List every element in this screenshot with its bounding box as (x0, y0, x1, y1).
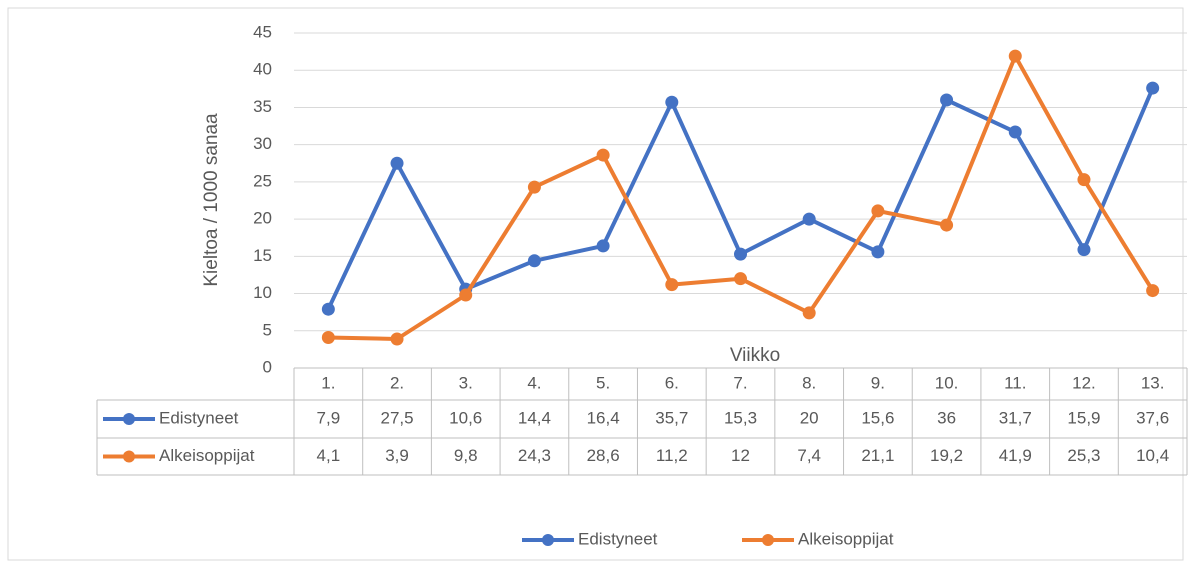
x-tick-label: 5. (596, 373, 610, 392)
table-cell: 37,6 (1136, 408, 1169, 427)
data-point (1008, 49, 1022, 63)
x-tick-label: 13. (1141, 373, 1165, 392)
x-tick-label: 9. (871, 373, 885, 392)
data-point (1077, 173, 1091, 187)
table-cell: 9,8 (454, 446, 478, 465)
data-point (1146, 81, 1160, 95)
table-cell: 10,4 (1136, 446, 1169, 465)
table-cell: 4,1 (317, 446, 341, 465)
table-legend-marker (123, 413, 135, 425)
x-tick-label: 10. (935, 373, 959, 392)
table-cell: 7,4 (797, 446, 821, 465)
data-point (596, 239, 610, 253)
table-cell: 10,6 (449, 408, 482, 427)
table-cell: 24,3 (518, 446, 551, 465)
data-point (321, 330, 335, 344)
table-cell: 7,9 (317, 408, 341, 427)
data-point (1008, 125, 1022, 139)
table-cell: 3,9 (385, 446, 409, 465)
table-cell: 14,4 (518, 408, 551, 427)
chart-border (7, 7, 1184, 561)
data-point (321, 302, 335, 316)
table-cell: 16,4 (587, 408, 620, 427)
y-tick-label: 30 (253, 134, 272, 153)
table-cell: 41,9 (999, 446, 1032, 465)
data-point (940, 218, 954, 232)
data-point (390, 332, 404, 346)
table-cell: 35,7 (655, 408, 688, 427)
table-cell: 11,2 (656, 446, 688, 465)
table-cell: 15,3 (724, 408, 757, 427)
data-point (527, 254, 541, 268)
y-tick-label: 45 (253, 22, 272, 41)
legend-label: Alkeisoppijat (798, 529, 894, 548)
table-legend-label: Alkeisoppijat (159, 446, 255, 465)
x-tick-label: 1. (321, 373, 335, 392)
table-cell: 25,3 (1067, 446, 1100, 465)
data-point (665, 278, 679, 292)
table-cell: 12 (731, 446, 750, 465)
data-point (871, 204, 885, 218)
table-cell: 21,1 (861, 446, 894, 465)
data-point (940, 93, 954, 107)
table-cell: 19,2 (930, 446, 963, 465)
data-point (390, 156, 404, 170)
legend-label: Edistyneet (578, 529, 658, 548)
y-tick-label: 0 (263, 357, 272, 376)
table-cell: 27,5 (380, 408, 413, 427)
x-tick-label: 7. (733, 373, 747, 392)
data-point (459, 288, 473, 302)
data-point (734, 247, 747, 261)
x-tick-label: 3. (459, 373, 473, 392)
y-axis-label: Kieltoa / 1000 sanaa (201, 113, 222, 287)
table-legend-marker (123, 450, 135, 463)
table-cell: 36 (937, 408, 956, 427)
data-point (802, 306, 816, 320)
y-tick-label: 20 (253, 209, 272, 228)
data-point (665, 95, 679, 109)
x-axis-label: Viikko (730, 345, 780, 366)
data-point (871, 245, 885, 259)
y-tick-label: 15 (253, 246, 272, 265)
data-point (596, 148, 610, 162)
y-tick-label: 5 (263, 320, 272, 339)
table-legend-label: Edistyneet (159, 408, 239, 427)
x-tick-label: 11. (1004, 373, 1026, 392)
data-point (527, 180, 541, 194)
table-cell: 20 (800, 408, 819, 427)
table-cell: 28,6 (587, 446, 620, 465)
x-tick-label: 2. (390, 373, 404, 392)
data-point (1077, 243, 1091, 257)
table-cell: 15,9 (1067, 408, 1100, 427)
x-tick-label: 6. (665, 373, 679, 392)
y-tick-label: 25 (253, 171, 272, 190)
data-point (734, 272, 747, 286)
data-point (802, 212, 816, 226)
x-tick-label: 8. (802, 373, 816, 392)
legend-marker (542, 534, 554, 546)
y-tick-label: 40 (253, 60, 272, 79)
x-tick-label: 4. (527, 373, 541, 392)
y-tick-label: 35 (253, 97, 272, 116)
table-cell: 31,7 (999, 408, 1032, 427)
data-point (1146, 284, 1160, 298)
x-tick-label: 12. (1072, 373, 1096, 392)
y-tick-label: 10 (253, 283, 272, 302)
table-cell: 15,6 (861, 408, 894, 427)
legend-marker (762, 534, 774, 546)
